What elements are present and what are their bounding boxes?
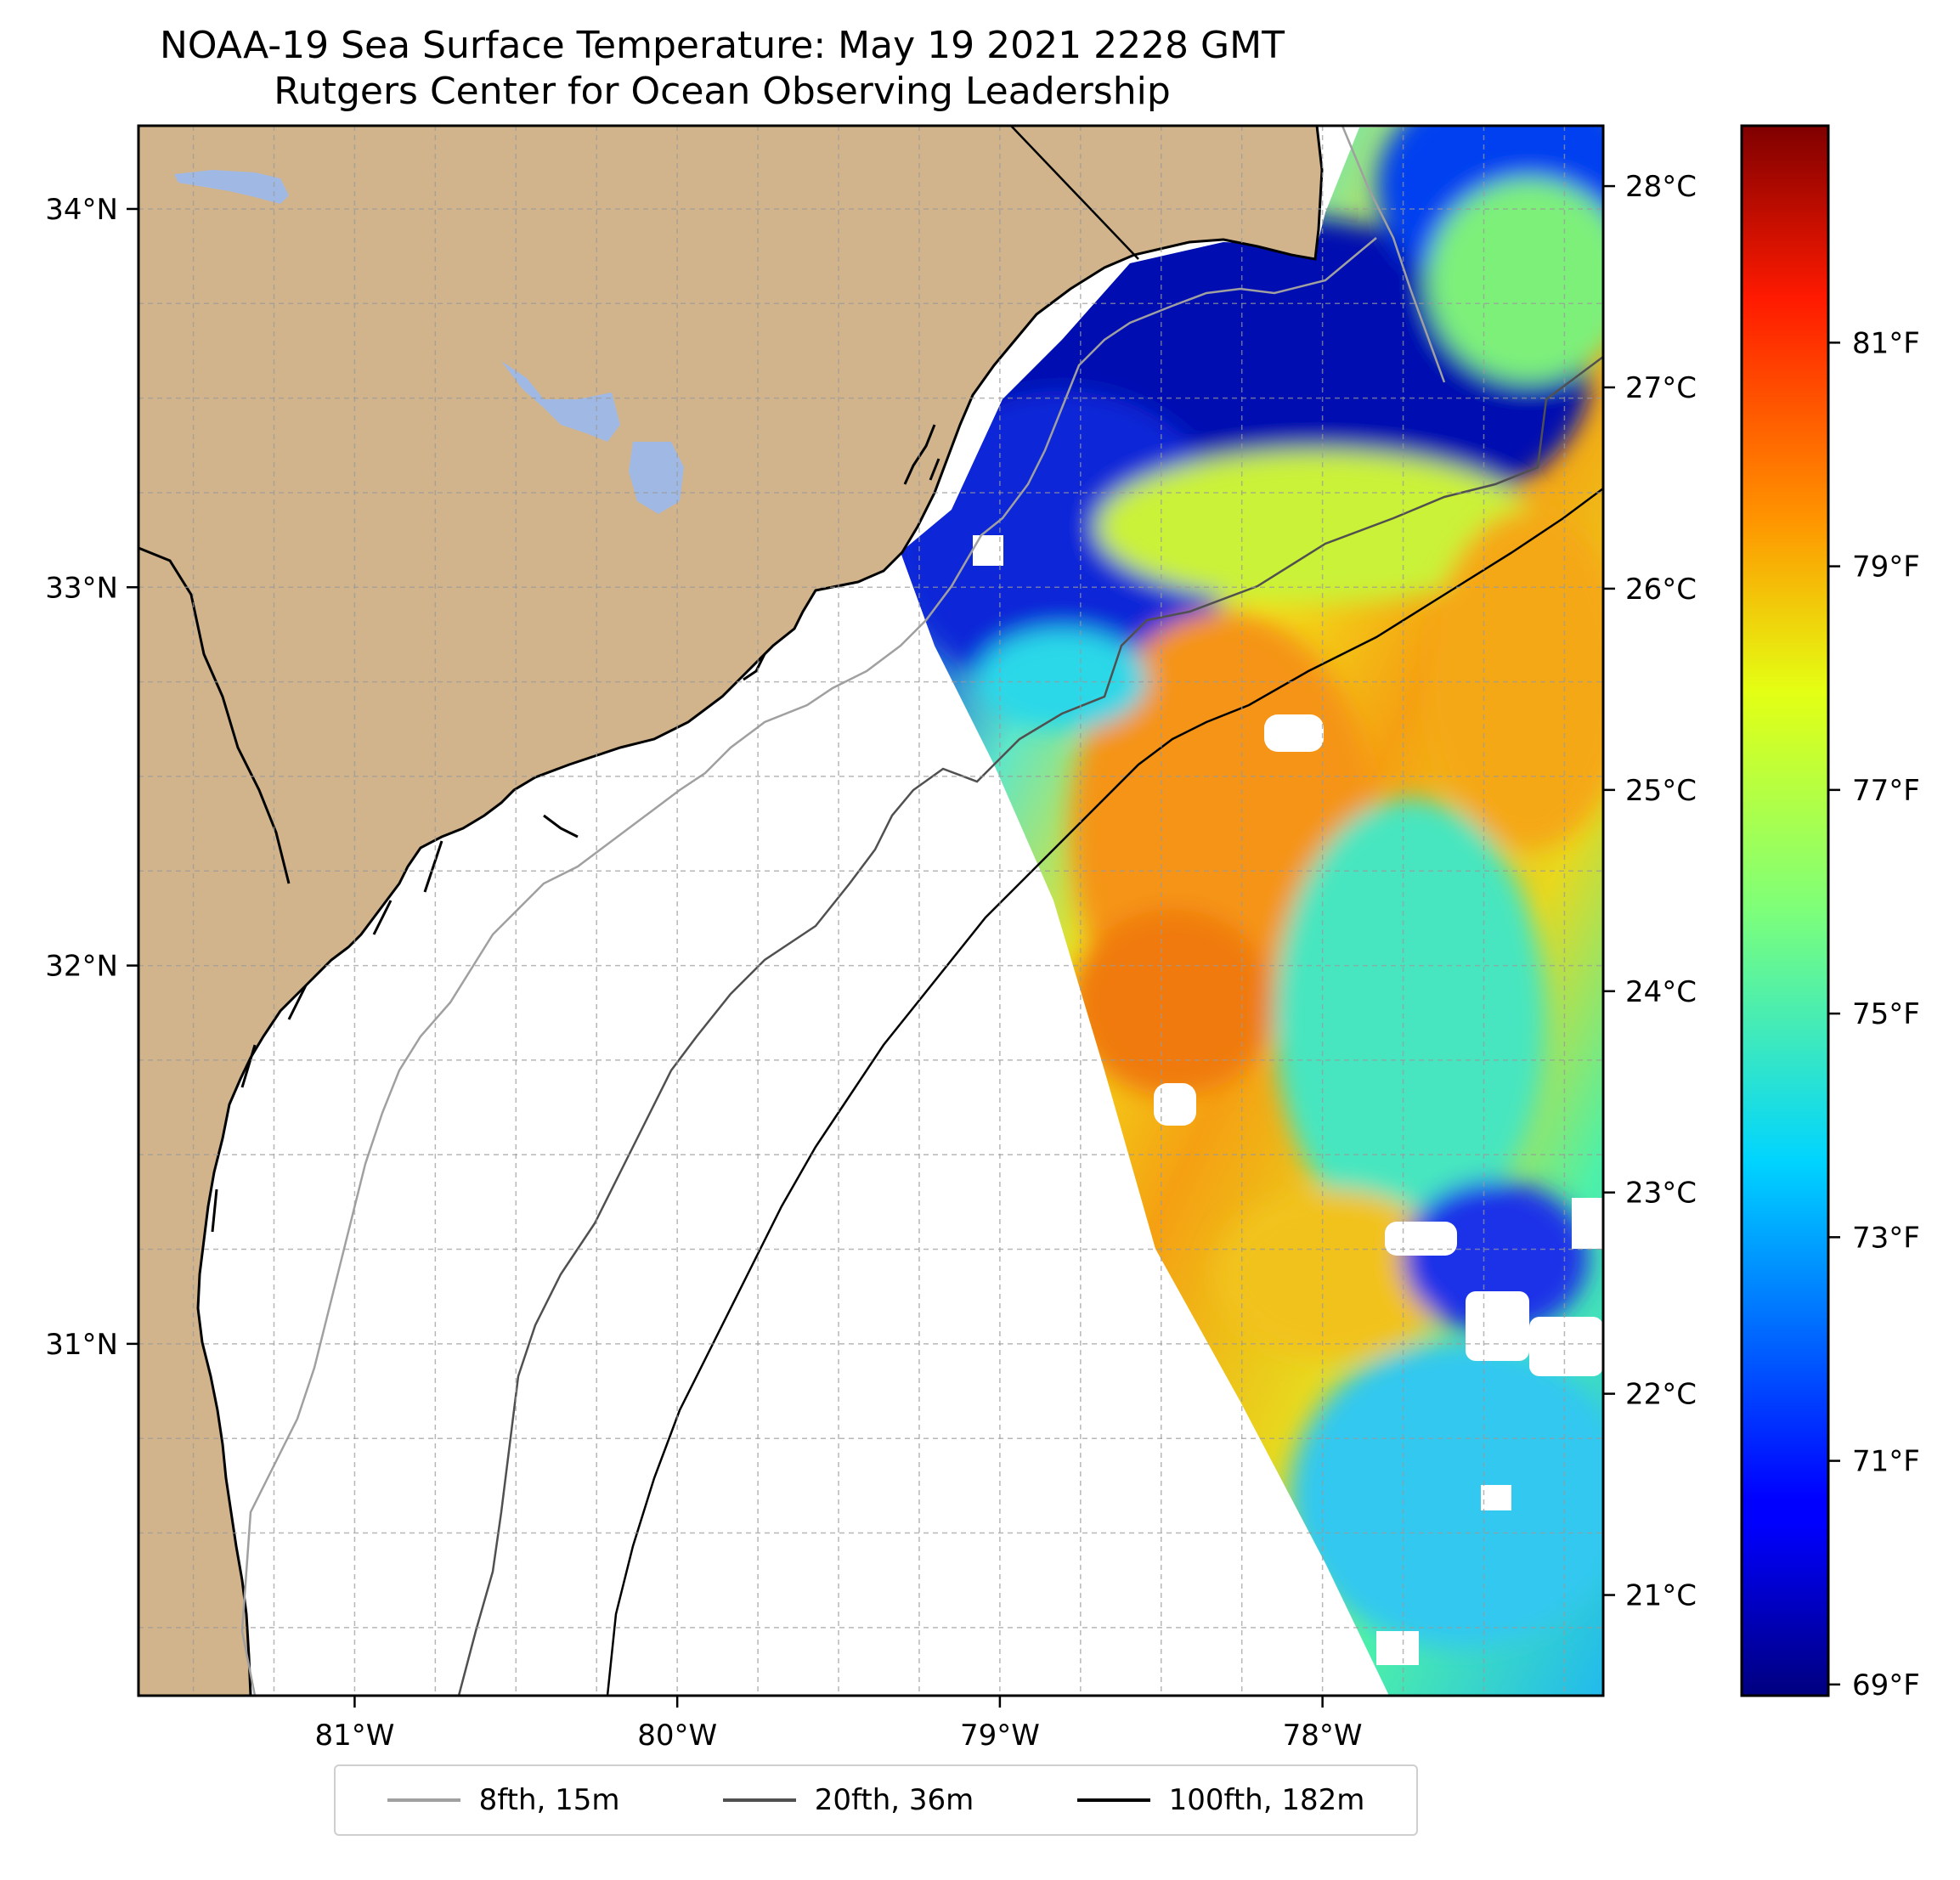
lakes [174, 170, 684, 514]
lon-tick-label: 78°W [1283, 1719, 1363, 1753]
contour-20fth-36m [457, 355, 1603, 1696]
fahrenheit-tick-label: 79°F [1852, 550, 1920, 584]
celsius-tick-label: 24°C [1625, 975, 1697, 1009]
map-frame [137, 124, 1605, 1697]
map-subtitle: Rutgers Center for Ocean Observing Leade… [274, 70, 1171, 113]
legend-label-20fth: 20fth, 36m [814, 1783, 974, 1817]
celsius-tick-label: 22°C [1625, 1378, 1697, 1412]
fahrenheit-tick-label: 71°F [1852, 1445, 1920, 1479]
celsius-tick-label: 25°C [1625, 774, 1697, 808]
contour-100fth-182m [606, 487, 1603, 1696]
lat-tick-label: 32°N [45, 950, 118, 984]
lon-tick-label: 80°W [637, 1719, 717, 1753]
legend-label-100fth: 100fth, 182m [1168, 1783, 1365, 1817]
fahrenheit-tick-label: 69°F [1852, 1668, 1920, 1702]
legend-swatch-8fth [387, 1798, 460, 1802]
fahrenheit-tick-label: 75°F [1852, 997, 1920, 1031]
lon-tick-label: 81°W [314, 1719, 394, 1753]
legend-item-100fth: 100fth, 182m [1076, 1783, 1365, 1817]
land [138, 126, 1324, 1696]
lon-tick-label: 79°W [960, 1719, 1040, 1753]
legend-item-20fth: 20fth, 36m [722, 1783, 974, 1817]
longitude-axis: 81°W 80°W 79°W 78°W [314, 1696, 1363, 1753]
fahrenheit-tick-label: 81°F [1852, 326, 1920, 360]
celsius-tick-label: 27°C [1625, 371, 1697, 405]
celsius-tick-label: 23°C [1625, 1177, 1697, 1211]
legend-label-8fth: 8fth, 15m [478, 1783, 620, 1817]
legend-item-8fth: 8fth, 15m [387, 1783, 620, 1817]
gridlines [138, 126, 1603, 1696]
colorbar [1740, 124, 1830, 1697]
fahrenheit-axis: 81°F 79°F 77°F 75°F 73°F 71°F 69°F [1828, 326, 1920, 1702]
map-title: NOAA-19 Sea Surface Temperature: May 19 … [160, 24, 1285, 67]
celsius-tick-label: 26°C [1625, 573, 1697, 607]
lat-tick-label: 33°N [45, 571, 118, 605]
fahrenheit-tick-label: 77°F [1852, 774, 1920, 808]
legend-swatch-100fth [1076, 1798, 1150, 1802]
contour-legend: 8fth, 15m 20fth, 36m 100fth, 182m [334, 1764, 1418, 1836]
fahrenheit-tick-label: 73°F [1852, 1221, 1920, 1255]
latitude-axis: 34°N 33°N 32°N 31°N [45, 193, 138, 1362]
state-border [1010, 125, 1139, 260]
legend-swatch-20fth [722, 1798, 796, 1802]
celsius-tick-label: 28°C [1625, 170, 1697, 204]
lat-tick-label: 34°N [45, 193, 118, 227]
river [138, 546, 291, 884]
celsius-axis: 28°C 27°C 26°C 25°C 24°C 23°C 22°C 21°C [1603, 170, 1697, 1613]
contour-8fth-15m [240, 126, 1446, 1696]
lat-tick-label: 31°N [45, 1328, 118, 1362]
celsius-tick-label: 21°C [1625, 1579, 1697, 1613]
